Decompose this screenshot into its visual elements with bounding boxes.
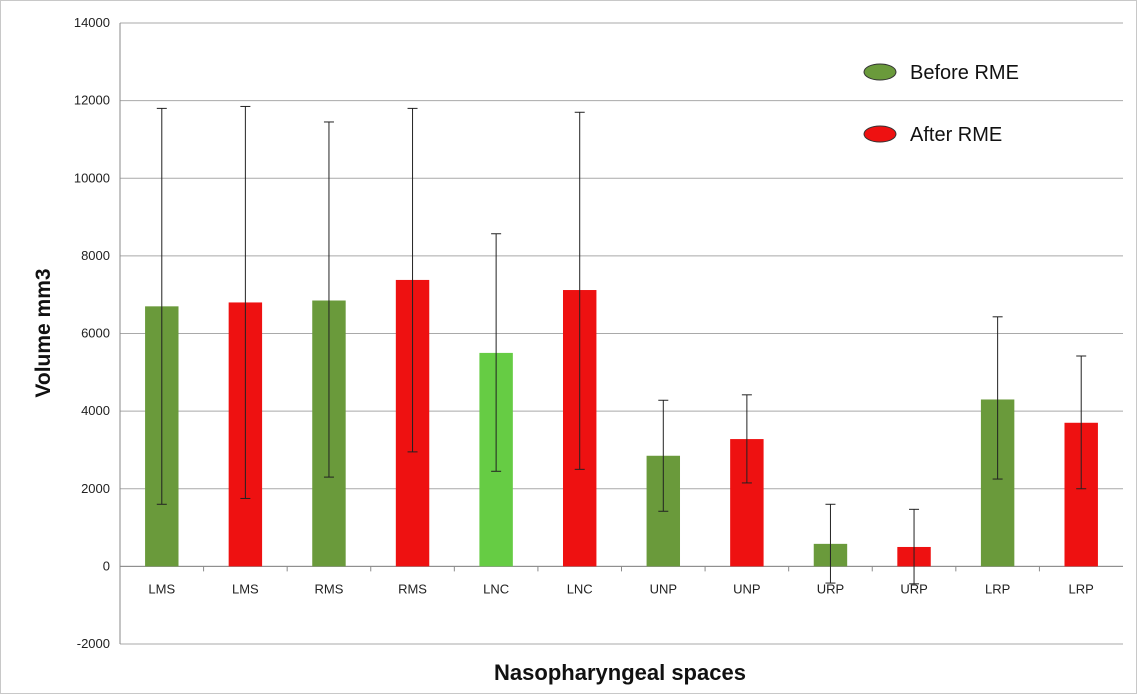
error-bar — [574, 111, 585, 470]
error-bars — [156, 105, 1087, 585]
x-tick-label: LMS — [148, 581, 175, 596]
x-tick-label: URP — [900, 581, 927, 596]
legend-label: After RME — [910, 124, 1002, 146]
x-tick-label: LMS — [232, 581, 259, 596]
y-tick-label: 0 — [103, 558, 110, 573]
x-tick-label: RMS — [315, 581, 344, 596]
error-bar — [491, 233, 502, 472]
legend-marker — [863, 63, 897, 81]
error-bar — [741, 394, 752, 484]
x-tick-label: RMS — [398, 581, 427, 596]
y-tick-label: 6000 — [81, 326, 110, 341]
error-bar — [323, 121, 334, 478]
error-bar — [658, 399, 669, 512]
x-tick-label: LNC — [567, 581, 593, 596]
x-tick-label: LRP — [1069, 581, 1094, 596]
x-tick-label: URP — [817, 581, 844, 596]
y-tick-labels: 14000 12000 10000 8000 6000 4000 2000 0 -2000 — [74, 15, 110, 651]
x-tick-label: UNP — [733, 581, 760, 596]
y-axis-title: Volume mm3 — [32, 268, 55, 397]
y-tick-label: 10000 — [74, 170, 110, 185]
error-bar — [407, 107, 418, 453]
gridlines — [119, 22, 1123, 645]
y-tick-label: 14000 — [74, 15, 110, 30]
x-tick-label: LNC — [483, 581, 509, 596]
legend: Before RME After RME — [863, 62, 1019, 146]
error-bar — [156, 107, 167, 505]
x-tick-labels: LMS LMS RMS RMS LNC LNC UNP UNP URP URP LRP LRP — [148, 581, 1093, 596]
error-bar — [909, 508, 920, 585]
error-bar — [992, 316, 1003, 480]
y-tick-label: -2000 — [77, 636, 110, 651]
error-bar — [825, 503, 836, 584]
y-tick-label: 2000 — [81, 481, 110, 496]
y-tick-label: 4000 — [81, 403, 110, 418]
x-tick-label: LRP — [985, 581, 1010, 596]
y-tick-label: 8000 — [81, 248, 110, 263]
error-bar — [1076, 355, 1087, 490]
bars — [145, 279, 1098, 567]
legend-label: Before RME — [910, 62, 1019, 84]
error-bar — [240, 105, 251, 499]
legend-marker — [863, 125, 897, 143]
y-tick-label: 12000 — [74, 93, 110, 108]
x-tick-label: UNP — [650, 581, 677, 596]
x-axis-title: Nasopharyngeal spaces — [494, 660, 746, 685]
